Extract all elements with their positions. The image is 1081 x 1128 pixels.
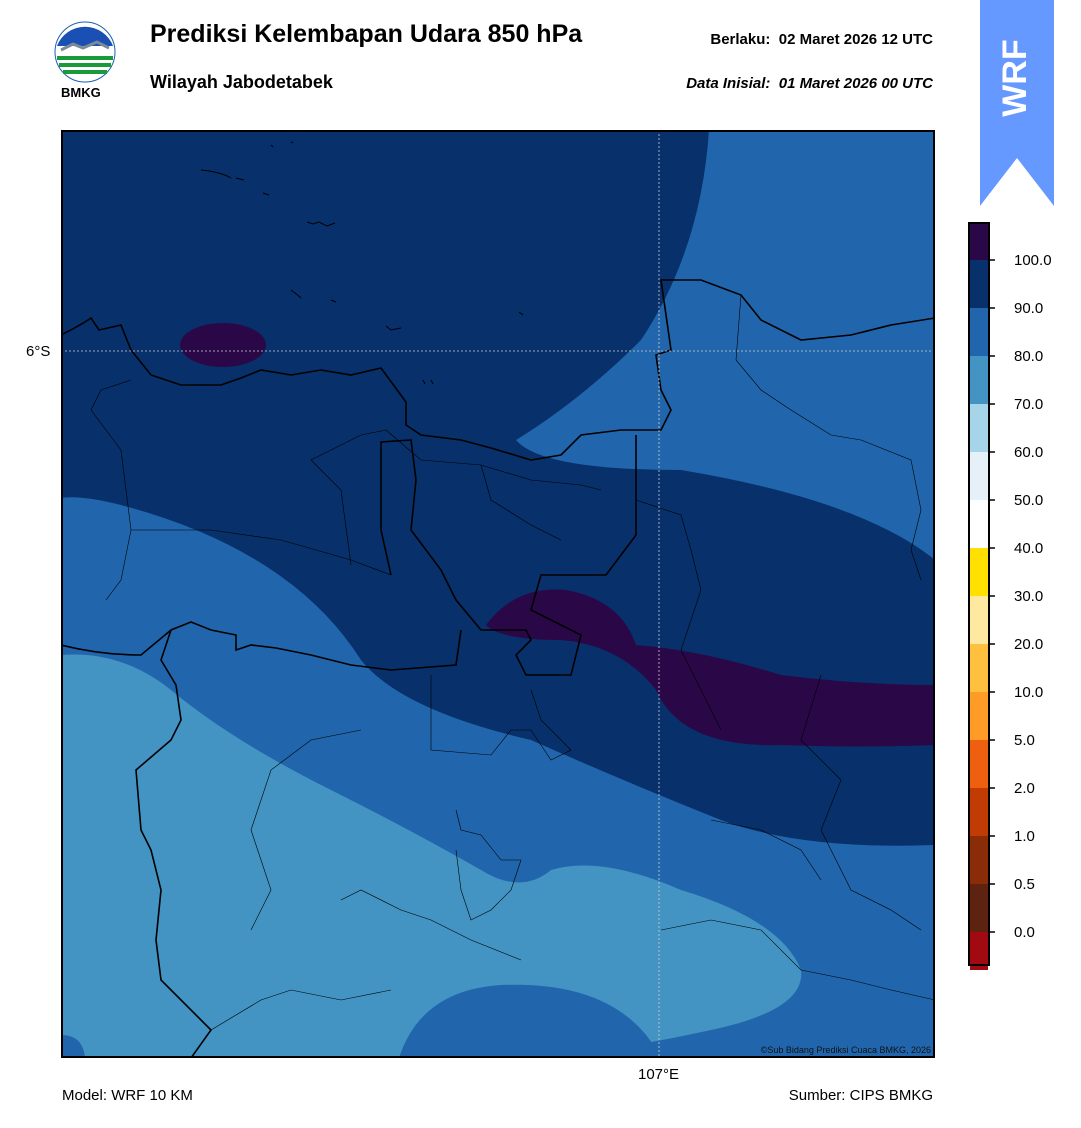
colorbar-block bbox=[970, 788, 988, 836]
band-70-80 bbox=[61, 654, 802, 1058]
bmkg-logo-icon bbox=[54, 21, 116, 83]
colorbar-block bbox=[970, 596, 988, 644]
colorbar-block bbox=[970, 836, 988, 884]
colorbar-block bbox=[970, 260, 988, 308]
map-frame bbox=[61, 130, 935, 1058]
colorbar-block bbox=[970, 692, 988, 740]
colorbar-block bbox=[970, 644, 988, 692]
valid-time: Berlaku: 02 Maret 2026 12 UTC bbox=[710, 31, 933, 48]
map-title: Prediksi Kelembapan Udara 850 hPa bbox=[150, 20, 583, 48]
colorbar-label: 30.0 bbox=[1014, 588, 1043, 605]
regency-borders bbox=[90, 294, 935, 1031]
colorbar-frame bbox=[968, 222, 990, 966]
band-80-90-south bbox=[399, 984, 661, 1058]
colorbar-label: 0.5 bbox=[1014, 876, 1035, 893]
colorbar-label: 1.0 bbox=[1014, 828, 1035, 845]
islands bbox=[200, 141, 524, 385]
colorbar-block bbox=[970, 308, 988, 356]
province-border-banten bbox=[135, 629, 213, 1058]
copyright-note: ©Sub Bidang Prediksi Cuaca BMKG, 2026 bbox=[760, 1045, 931, 1055]
band-100-central bbox=[486, 589, 935, 747]
logo-text: BMKG bbox=[61, 85, 101, 100]
colorbar-block bbox=[970, 740, 988, 788]
init-value: 01 Maret 2026 00 UTC bbox=[778, 75, 933, 92]
colorbar-label: 50.0 bbox=[1014, 492, 1043, 509]
latitude-label: 6°S bbox=[26, 343, 51, 360]
longitude-label: 107°E bbox=[638, 1066, 680, 1083]
province-border-west bbox=[61, 621, 462, 671]
coastline bbox=[61, 279, 935, 461]
wrf-badge: WRF bbox=[980, 0, 1054, 206]
wrf-badge-text: WRF bbox=[996, 39, 1034, 116]
colorbar-label: 40.0 bbox=[1014, 540, 1043, 557]
colorbar-labels: 100.0 90.0 80.0 70.0 60.0 50.0 40.0 30.0 20.0 10.… bbox=[989, 252, 1052, 941]
model-info: Model: WRF 10 KM bbox=[62, 1087, 193, 1104]
colorbar-label: 60.0 bbox=[1014, 444, 1043, 461]
colorbar-label: 20.0 bbox=[1014, 636, 1043, 653]
colorbar-block bbox=[970, 224, 988, 260]
colorbar-label: 2.0 bbox=[1014, 780, 1035, 797]
band-100-north bbox=[180, 323, 266, 367]
init-time: Data Inisial: 01 Maret 2026 00 UTC bbox=[686, 75, 933, 92]
colorbar-label: 5.0 bbox=[1014, 732, 1035, 749]
valid-label: Berlaku: bbox=[710, 31, 771, 48]
band-80-90-southwest bbox=[61, 1035, 85, 1058]
map-subtitle: Wilayah Jabodetabek bbox=[150, 72, 333, 92]
province-border bbox=[380, 435, 637, 676]
colorbar-label: 90.0 bbox=[1014, 300, 1043, 317]
colorbar-label: 100.0 bbox=[1014, 252, 1052, 269]
valid-value: 02 Maret 2026 12 UTC bbox=[778, 31, 933, 48]
source-info: Sumber: CIPS BMKG bbox=[788, 1087, 933, 1104]
colorbar-block bbox=[970, 884, 988, 932]
colorbar-block bbox=[970, 404, 988, 452]
colorbar-block bbox=[970, 500, 988, 548]
colorbar-block bbox=[970, 548, 988, 596]
humidity-map bbox=[61, 130, 935, 1058]
colorbar-label: 0.0 bbox=[1014, 924, 1035, 941]
colorbar-label: 70.0 bbox=[1014, 396, 1043, 413]
colorbar-block bbox=[970, 452, 988, 500]
colorbar-block bbox=[970, 356, 988, 404]
colorbar-label: 80.0 bbox=[1014, 348, 1043, 365]
colorbar-blocks bbox=[970, 224, 988, 970]
colorbar-block bbox=[970, 932, 988, 970]
init-label: Data Inisial: bbox=[686, 75, 771, 92]
colorbar-label: 10.0 bbox=[1014, 684, 1043, 701]
colorbar: 100.0 90.0 80.0 70.0 60.0 50.0 40.0 30.0 20.0 10.… bbox=[968, 222, 1052, 970]
